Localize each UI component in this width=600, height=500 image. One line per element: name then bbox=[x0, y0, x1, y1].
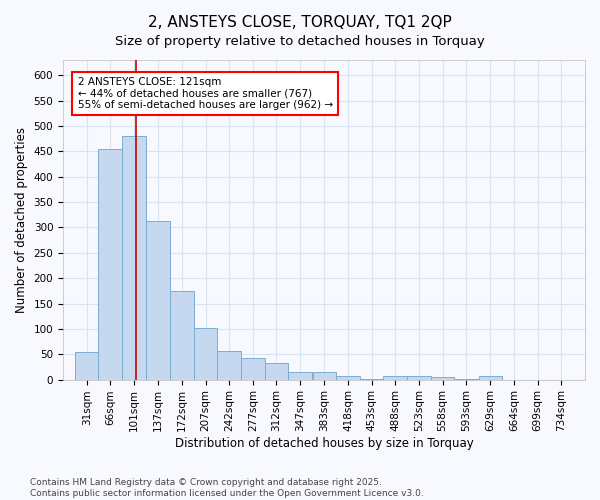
Bar bbox=[146, 222, 170, 380]
Text: Contains HM Land Registry data © Crown copyright and database right 2025.
Contai: Contains HM Land Registry data © Crown c… bbox=[30, 478, 424, 498]
Bar bbox=[170, 292, 194, 380]
Bar bbox=[313, 372, 336, 380]
Bar bbox=[122, 136, 146, 380]
Bar bbox=[360, 378, 383, 380]
Bar bbox=[431, 377, 454, 380]
Bar bbox=[288, 372, 312, 380]
Y-axis label: Number of detached properties: Number of detached properties bbox=[15, 127, 28, 313]
Text: Size of property relative to detached houses in Torquay: Size of property relative to detached ho… bbox=[115, 35, 485, 48]
Bar bbox=[383, 376, 407, 380]
Bar bbox=[98, 149, 122, 380]
Bar bbox=[479, 376, 502, 380]
Bar bbox=[75, 352, 98, 380]
Bar bbox=[265, 363, 288, 380]
X-axis label: Distribution of detached houses by size in Torquay: Distribution of detached houses by size … bbox=[175, 437, 473, 450]
Text: 2 ANSTEYS CLOSE: 121sqm
← 44% of detached houses are smaller (767)
55% of semi-d: 2 ANSTEYS CLOSE: 121sqm ← 44% of detache… bbox=[77, 76, 332, 110]
Bar bbox=[194, 328, 217, 380]
Bar bbox=[241, 358, 265, 380]
Bar bbox=[336, 376, 360, 380]
Bar bbox=[217, 350, 241, 380]
Bar bbox=[454, 379, 478, 380]
Text: 2, ANSTEYS CLOSE, TORQUAY, TQ1 2QP: 2, ANSTEYS CLOSE, TORQUAY, TQ1 2QP bbox=[148, 15, 452, 30]
Bar bbox=[407, 376, 431, 380]
